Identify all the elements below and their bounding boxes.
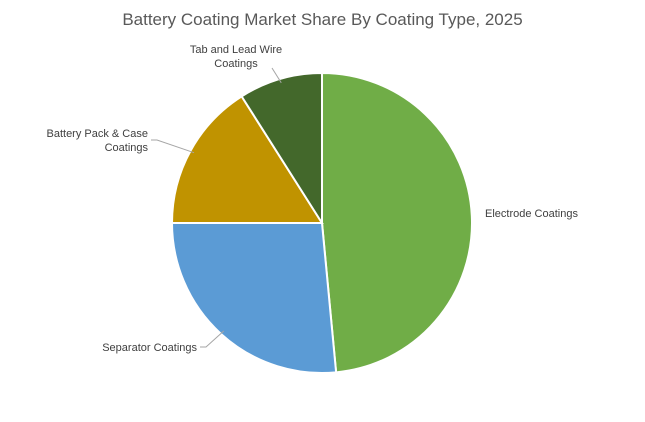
- slice-label: Tab and Lead Wire Coatings: [190, 44, 282, 70]
- leader-line: [271, 67, 282, 84]
- slice-label: Electrode Coatings: [485, 208, 578, 220]
- pie-slice-electrode-coatings: [321, 71, 473, 374]
- chart-title: Battery Coating Market Share By Coating …: [122, 10, 523, 29]
- pie-slice-tab-and-lead-wire-coatings: [240, 71, 323, 227]
- slice-label: Battery Pack & Case Coatings: [47, 128, 149, 154]
- leader-line: [151, 139, 195, 154]
- leader-line: [200, 330, 225, 348]
- pie-slice-battery-pack-case-coatings: [170, 94, 324, 224]
- slice-label: Separator Coatings: [102, 342, 197, 354]
